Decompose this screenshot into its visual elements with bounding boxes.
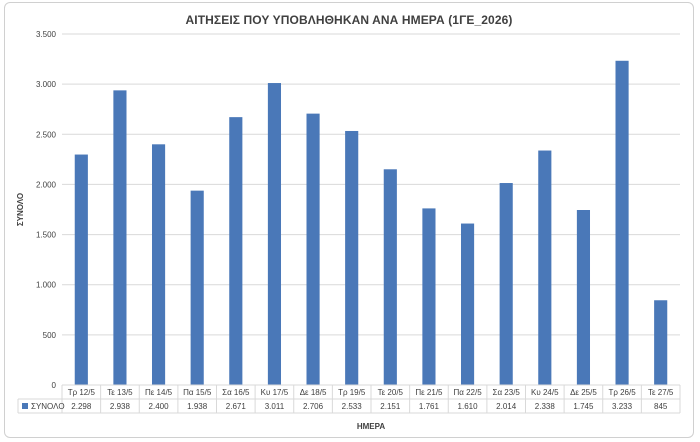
- data-label: 1.938: [187, 402, 208, 411]
- bar-Τε 27/5: [654, 300, 668, 385]
- x-tick-label: Δε 25/5: [570, 388, 597, 397]
- bar-Σα 23/5: [499, 183, 513, 385]
- data-label: 1.761: [419, 402, 440, 411]
- x-tick-label: Τρ 19/5: [338, 388, 366, 397]
- y-tick-label: 0: [52, 381, 57, 390]
- x-tick-label: Τε 27/5: [648, 388, 674, 397]
- x-tick-label: Πα 22/5: [453, 388, 482, 397]
- chart-title: ΑΙΤΗΣΕΙΣ ΠΟΥ ΥΠΟΒΛΗΘΗΚΑΝ ΑΝΑ ΗΜΕΡΑ (1ΓΕ_…: [185, 13, 513, 27]
- bar-Πε 14/5: [151, 144, 166, 385]
- data-label: 1.745: [573, 402, 594, 411]
- y-tick-label: 2.500: [36, 130, 57, 139]
- y-tick-label: 500: [43, 331, 57, 340]
- data-label: 2.533: [342, 402, 363, 411]
- x-tick-label: Σα 16/5: [222, 388, 250, 397]
- x-tick-label: Πε 14/5: [145, 388, 173, 397]
- x-tick-label: Τρ 26/5: [608, 388, 636, 397]
- bar-Πα 22/5: [460, 223, 475, 385]
- bar-Τρ 26/5: [615, 60, 629, 386]
- bar-Σα 16/5: [229, 117, 243, 386]
- y-tick-label: 1.000: [36, 281, 57, 290]
- data-label: 2.151: [380, 402, 401, 411]
- bar-Πε 21/5: [422, 208, 436, 385]
- legend-label: ΣΥΝΟΛΟ: [31, 402, 65, 411]
- bar-Κυ 24/5: [538, 150, 552, 385]
- y-tick-label: 2.000: [36, 180, 57, 189]
- bar-Πα 15/5: [190, 190, 204, 385]
- bar-Τρ 19/5: [345, 130, 359, 385]
- data-label: 1.610: [458, 402, 479, 411]
- y-axis-label: ΣΥΝΟΛΟ: [16, 193, 25, 226]
- y-tick-label: 3.500: [36, 30, 57, 39]
- data-label: 3.233: [612, 402, 633, 411]
- y-tick-label: 3.000: [36, 80, 57, 89]
- x-axis-label: ΗΜΕΡΑ: [357, 422, 386, 431]
- bar-Κυ 17/5: [267, 83, 282, 386]
- data-label: 2.298: [71, 402, 92, 411]
- bar-Τε 13/5: [113, 90, 127, 386]
- bar-Δε 25/5: [576, 210, 591, 385]
- x-tick-label: Τε 20/5: [378, 388, 404, 397]
- x-tick-label: Κυ 17/5: [261, 388, 289, 397]
- data-label: 2.400: [149, 402, 170, 411]
- bar-Δε 18/5: [306, 113, 320, 385]
- x-tick-label: Δε 18/5: [300, 388, 327, 397]
- bar-Τρ 12/5: [74, 154, 88, 385]
- y-tick-label: 1.500: [36, 231, 57, 240]
- data-label: 2.938: [110, 402, 131, 411]
- x-tick-label: Τρ 12/5: [68, 388, 96, 397]
- x-tick-label: Τε 13/5: [107, 388, 133, 397]
- data-label: 2.014: [496, 402, 517, 411]
- data-label: 2.706: [303, 402, 324, 411]
- x-tick-label: Πα 15/5: [183, 388, 212, 397]
- bar-Τε 20/5: [383, 169, 397, 385]
- data-label: 2.338: [535, 402, 556, 411]
- legend-key: [22, 403, 28, 409]
- data-label: 2.671: [226, 402, 247, 411]
- data-label: 3.011: [265, 402, 285, 411]
- x-tick-label: Πε 21/5: [415, 388, 443, 397]
- x-tick-label: Σα 23/5: [493, 388, 521, 397]
- data-label: 845: [654, 402, 668, 411]
- x-tick-label: Κυ 24/5: [531, 388, 559, 397]
